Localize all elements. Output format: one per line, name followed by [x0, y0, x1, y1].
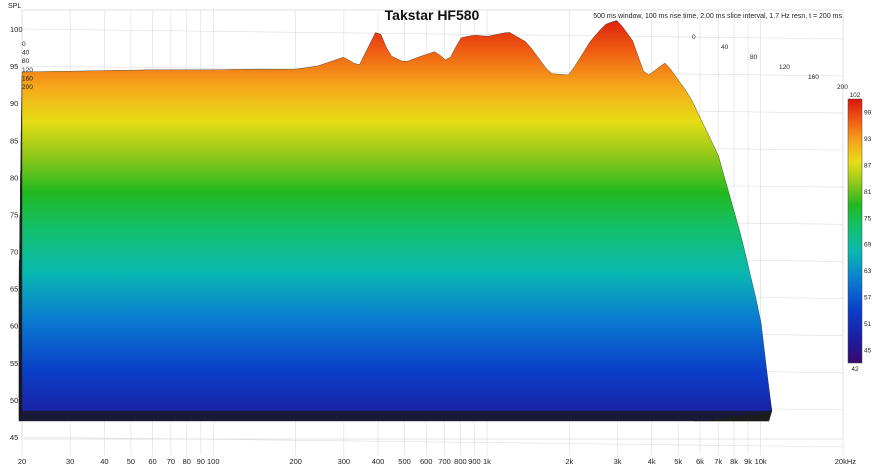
time-tick-label-right: 80 — [750, 54, 758, 61]
time-tick-label-right: 120 — [779, 64, 790, 71]
y-tick-label: 50 — [10, 396, 18, 405]
y-tick-label: 55 — [10, 359, 18, 368]
x-tick-label: 6k — [696, 457, 704, 466]
colorbar-tick-label: 99 — [864, 110, 872, 117]
x-tick-label: 100 — [207, 457, 220, 466]
time-tick-label-right: 40 — [721, 44, 729, 51]
colorbar-tick-label: 75 — [864, 215, 872, 222]
colorbar-tick-label: 69 — [864, 242, 872, 249]
x-tick-label: 900 — [468, 457, 481, 466]
axes: 100 95 90 85 80 75 70 65 60 55 50 45 20 30 40 50 60 70 80 9… — [10, 25, 856, 466]
x-tick-label: 70 — [167, 457, 175, 466]
x-tick-label: 30 — [66, 457, 74, 466]
x-tick-label: 500 — [398, 457, 411, 466]
x-tick-label: 600 — [420, 457, 433, 466]
x-tick-label: 20kHz — [835, 457, 857, 466]
x-tick-label: 50 — [127, 457, 135, 466]
x-tick-label: 10k — [755, 457, 767, 466]
time-tick-label-left: 80 — [22, 58, 30, 65]
x-tick-label: 800 — [454, 457, 467, 466]
x-tick-label: 7k — [714, 457, 722, 466]
x-tick-label: 4k — [648, 457, 656, 466]
x-tick-label: 90 — [197, 457, 205, 466]
chart-subtitle: 500 ms window, 100 ms rise time, 2.00 ms… — [593, 13, 842, 20]
y-tick-label: 95 — [10, 62, 18, 71]
colorbar-tick-label: 45 — [864, 347, 872, 354]
colorbar-tick-label: 87 — [864, 163, 872, 170]
x-tick-label: 8k — [730, 457, 738, 466]
colorbar-gradient — [847, 98, 863, 364]
y-axis-label: SPL — [8, 3, 21, 10]
waterfall-surface — [18, 20, 773, 422]
y-tick-label: 90 — [10, 99, 18, 108]
chart-title: Takstar HF580 — [385, 7, 480, 23]
x-tick-label: 80 — [183, 457, 191, 466]
colorbar-tick-label: 102 — [850, 92, 861, 99]
y-gridline — [21, 436, 844, 448]
waterfall-slice — [21, 20, 773, 412]
y-tick-label: 80 — [10, 173, 18, 182]
x-tick-label: 400 — [372, 457, 385, 466]
x-tick-label: 20 — [18, 457, 26, 466]
time-tick-label-left: 160 — [22, 75, 33, 82]
x-tick-label: 2k — [565, 457, 573, 466]
y-tick-label: 65 — [10, 285, 18, 294]
time-tick-label-right: 200 — [837, 84, 848, 91]
x-tick-label: 300 — [338, 457, 351, 466]
colorbar-tick-label: 81 — [864, 189, 872, 196]
time-tick-label-right: 160 — [808, 74, 819, 81]
colorbar-tick-label: 93 — [864, 136, 872, 143]
colorbar-tick-label: 42 — [851, 366, 859, 373]
x-tick-label: 700 — [438, 457, 451, 466]
y-tick-label: 60 — [10, 322, 18, 331]
y-tick-label: 85 — [10, 136, 18, 145]
x-tick-label: 3k — [614, 457, 622, 466]
time-tick-label-left: 120 — [22, 67, 33, 74]
colorbar-tick-label: 57 — [864, 295, 872, 302]
y-tick-label: 70 — [10, 248, 18, 257]
x-tick-label: 1k — [483, 457, 491, 466]
x-tick-label: 9k — [744, 457, 752, 466]
x-tick-label: 40 — [100, 457, 108, 466]
color-scale-legend: 102 99 93 87 81 75 69 63 57 51 45 42 — [847, 92, 872, 373]
time-tick-label-right: 0 — [692, 34, 696, 41]
time-tick-label-left: 200 — [22, 84, 33, 91]
x-tick-label: 5k — [674, 457, 682, 466]
y-tick-label: 75 — [10, 210, 18, 219]
y-tick-label: 100 — [10, 25, 23, 34]
y-gridline — [21, 28, 844, 40]
time-tick-label-left: 40 — [22, 50, 30, 57]
x-tick-label: 200 — [289, 457, 302, 466]
colorbar-tick-label: 63 — [864, 268, 872, 275]
time-tick-label-left: 0 — [22, 41, 26, 48]
colorbar-tick-label: 51 — [864, 321, 872, 328]
x-tick-label: 60 — [148, 457, 156, 466]
y-tick-label: 45 — [10, 433, 18, 442]
